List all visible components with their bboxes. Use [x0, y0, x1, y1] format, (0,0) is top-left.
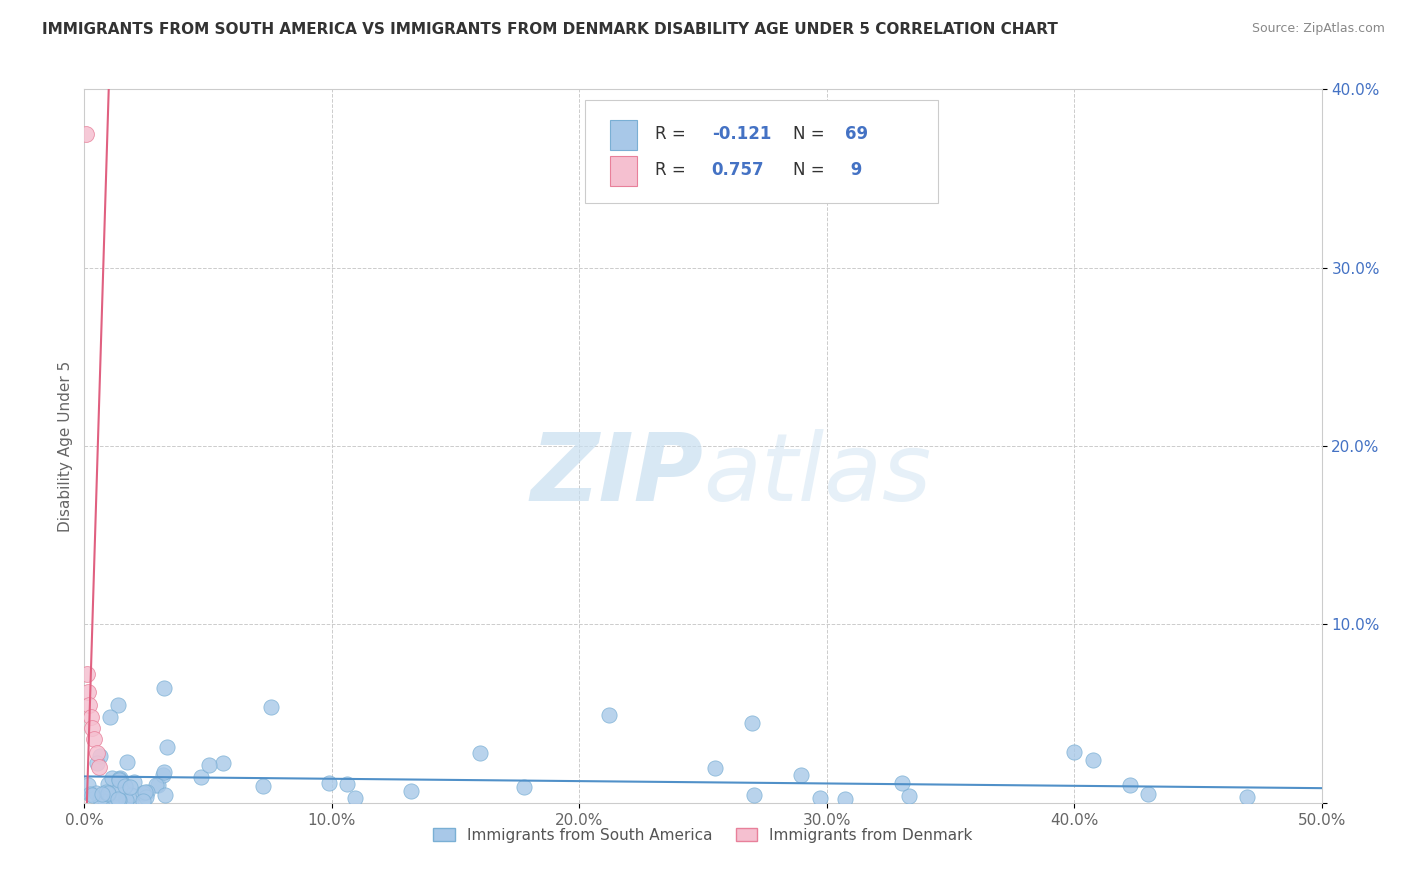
Text: 69: 69 [845, 125, 869, 143]
Point [135, 785, 157, 799]
Point [198, 758, 221, 772]
Point [107, 793, 129, 807]
Point [598, 707, 620, 722]
Point [98, 710, 121, 724]
Point [75, 127, 97, 141]
Point [152, 768, 174, 782]
Point [399, 784, 422, 798]
Point [343, 791, 366, 805]
Point [91, 787, 114, 801]
FancyBboxPatch shape [585, 100, 938, 203]
Text: IMMIGRANTS FROM SOUTH AMERICA VS IMMIGRANTS FROM DENMARK DISABILITY AGE UNDER 5 : IMMIGRANTS FROM SOUTH AMERICA VS IMMIGRA… [42, 22, 1059, 37]
Point [211, 756, 233, 770]
Point [122, 774, 145, 789]
Point [79, 787, 101, 801]
Point [146, 778, 169, 792]
Point [260, 700, 283, 714]
Point [86, 746, 108, 760]
Point [790, 767, 813, 781]
Point [834, 792, 856, 806]
Point [97, 787, 120, 801]
Bar [610, 155, 637, 186]
Text: 0.757: 0.757 [711, 161, 765, 178]
Text: -0.121: -0.121 [711, 125, 770, 143]
Point [741, 715, 763, 730]
Point [156, 740, 179, 755]
Point [468, 746, 491, 760]
Point [101, 771, 124, 785]
Point [77, 685, 100, 699]
Point [898, 789, 921, 804]
Point [335, 777, 357, 791]
Point [132, 794, 155, 808]
Point [80, 721, 103, 735]
Point [83, 731, 105, 746]
Point [1137, 787, 1160, 801]
Point [135, 789, 157, 804]
Point [153, 681, 176, 695]
Point [94, 794, 117, 808]
Point [84, 786, 107, 800]
Point [115, 793, 138, 807]
Point [513, 780, 536, 794]
Point [80, 788, 103, 802]
Point [1236, 790, 1258, 805]
Point [1063, 745, 1085, 759]
Point [808, 790, 831, 805]
Point [1119, 778, 1142, 792]
Point [132, 786, 155, 800]
Point [108, 772, 131, 787]
Text: R =: R = [655, 161, 686, 178]
Point [890, 776, 912, 790]
Y-axis label: Disability Age Under 5: Disability Age Under 5 [58, 360, 73, 532]
Point [89, 760, 111, 774]
Point [152, 764, 174, 779]
Point [118, 780, 141, 794]
Text: N =: N = [793, 161, 825, 178]
Text: N =: N = [793, 125, 825, 143]
Point [145, 778, 167, 792]
Point [79, 710, 101, 724]
Text: 9: 9 [845, 161, 863, 178]
Text: R =: R = [655, 125, 686, 143]
Point [742, 789, 765, 803]
Point [76, 667, 98, 681]
Point [120, 794, 142, 808]
Legend: Immigrants from South America, Immigrants from Denmark: Immigrants from South America, Immigrant… [427, 822, 979, 848]
Point [104, 792, 127, 806]
Point [94, 785, 117, 799]
Point [120, 788, 142, 802]
Point [703, 761, 725, 775]
Bar [610, 120, 637, 150]
Point [107, 698, 129, 712]
Point [107, 791, 129, 805]
Point [190, 770, 212, 784]
Point [108, 780, 131, 795]
Point [134, 785, 156, 799]
Point [108, 771, 131, 785]
Point [252, 779, 274, 793]
Text: ZIP: ZIP [530, 428, 703, 521]
Point [114, 792, 136, 806]
Point [89, 749, 111, 764]
Point [318, 776, 340, 790]
Text: atlas: atlas [703, 429, 931, 520]
Text: Source: ZipAtlas.com: Source: ZipAtlas.com [1251, 22, 1385, 36]
Point [117, 755, 139, 769]
Point [107, 772, 129, 787]
Point [86, 756, 108, 771]
Point [104, 785, 127, 799]
Point [79, 698, 101, 712]
Point [153, 788, 176, 802]
Point [96, 788, 118, 802]
Point [89, 792, 111, 806]
Point [97, 776, 120, 790]
Point [114, 779, 136, 793]
Point [77, 779, 100, 793]
Point [1081, 753, 1104, 767]
